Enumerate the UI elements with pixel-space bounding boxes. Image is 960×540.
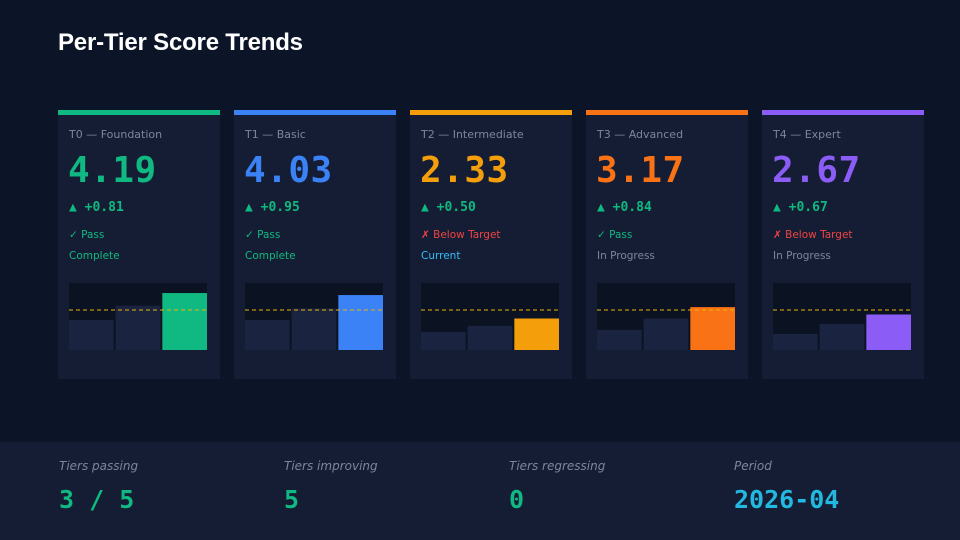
tier-cards: T0 — Foundation 4.19 ▲ +0.81 ✓ Pass Comp… [58,110,924,379]
history-score-bar [421,331,466,350]
tier-card-t3: T3 — Advanced 3.17 ▲ +0.84 ✓ Pass In Pro… [586,110,748,379]
tier-status: ✓ Pass [245,229,281,241]
history-score-bar [467,325,513,350]
history-score-bar [291,308,337,350]
tier-label: T1 — Basic [245,128,306,141]
stat-label: Period [734,459,772,473]
stat-value: 5 [284,485,300,514]
tier-label: T2 — Intermediate [421,128,524,141]
tier-delta: ▲ +0.67 [773,200,828,215]
current-score-bar [690,307,735,350]
tier-sparkline [773,283,911,350]
card-accent-bar [410,110,572,115]
history-score-bar [597,329,642,350]
tier-delta: ▲ +0.84 [597,200,652,215]
tier-delta: ▲ +0.95 [245,200,300,215]
card-accent-bar [234,110,396,115]
tier-progress: Complete [69,250,120,262]
tier-score: 2.33 [420,150,509,191]
stat-value: 3 / 5 [59,485,135,514]
tier-card-t4: T4 — Expert 2.67 ▲ +0.67 ✗ Below Target … [762,110,924,379]
tier-delta: ▲ +0.81 [69,200,124,215]
tier-progress: In Progress [597,250,655,262]
tier-score: 4.03 [244,150,333,191]
history-score-bar [773,333,818,350]
tier-label: T4 — Expert [773,128,841,141]
card-accent-bar [58,110,220,115]
tier-progress: Complete [245,250,296,262]
tier-status: ✗ Below Target [773,229,853,241]
tier-sparkline [245,283,383,350]
stat-label: Tiers regressing [509,459,606,473]
stat-value: 2026-04 [734,485,840,514]
tier-status: ✗ Below Target [421,229,501,241]
card-accent-bar [762,110,924,115]
current-score-bar [162,293,207,350]
tier-sparkline [597,283,735,350]
history-score-bar [69,319,114,350]
current-score-bar [514,318,559,350]
sparkline-svg [597,307,735,350]
history-score-bar [245,319,290,350]
stat-value: 0 [509,485,525,514]
tier-card-t2: T2 — Intermediate 2.33 ▲ +0.50 ✗ Below T… [410,110,572,379]
tier-progress: In Progress [773,250,831,262]
history-score-bar [643,318,689,350]
tier-card-t0: T0 — Foundation 4.19 ▲ +0.81 ✓ Pass Comp… [58,110,220,379]
tier-sparkline [69,283,207,350]
sparkline-svg [69,293,207,350]
card-accent-bar [586,110,748,115]
sparkline-svg [245,295,383,350]
history-score-bar [819,323,865,350]
history-score-bar [115,305,161,350]
tier-status: ✓ Pass [69,229,105,241]
tier-sparkline [421,283,559,350]
page-title: Per-Tier Score Trends [58,29,303,56]
current-score-bar [866,314,911,350]
tier-status: ✓ Pass [597,229,633,241]
tier-score: 3.17 [596,150,685,191]
stat-label: Tiers improving [284,459,378,473]
tier-label: T0 — Foundation [69,128,163,141]
tier-score: 2.67 [772,150,861,191]
sparkline-svg [773,309,911,350]
tier-delta: ▲ +0.50 [421,200,476,215]
tier-label: T3 — Advanced [597,128,684,141]
current-score-bar [338,295,383,350]
tier-card-t1: T1 — Basic 4.03 ▲ +0.95 ✓ Pass Complete [234,110,396,379]
stat-label: Tiers passing [59,459,139,473]
summary-footer: Tiers passing 3 / 5 Tiers improving 5 Ti… [0,442,960,540]
tier-score: 4.19 [68,150,157,191]
tier-progress: Current [421,250,461,262]
sparkline-svg [421,309,559,350]
